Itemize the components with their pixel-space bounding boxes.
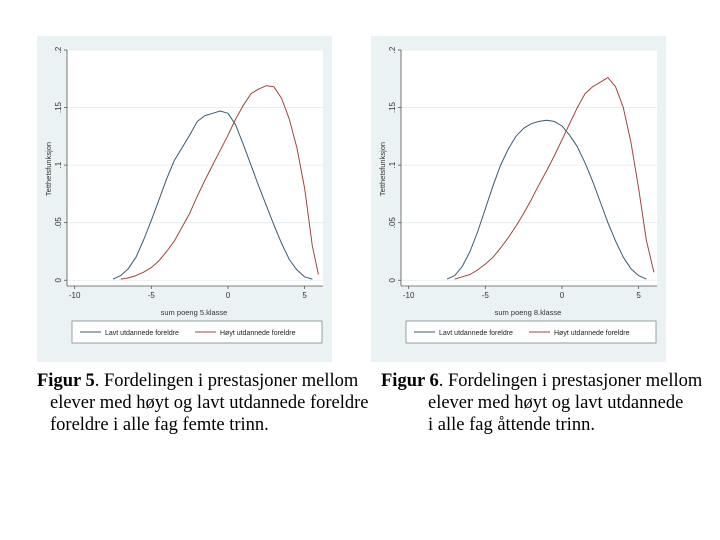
x-tick-label: -5 xyxy=(482,291,490,300)
x-tick-label: 5 xyxy=(636,291,641,300)
series-line-lavt xyxy=(112,110,313,280)
y-tick-label: .1 xyxy=(388,161,397,168)
x-axis-label: sum poeng 5.klasse xyxy=(161,308,228,317)
chart-svg-figur-5: 0 .05 .1 .15 .2 -10 -5 0 5 Tetthetsfunksjon sum … xyxy=(44,46,323,344)
y-tick-label: 0 xyxy=(388,277,397,282)
caption-line-1: Figur 5. Fordelingen i prestasjoner mell… xyxy=(37,370,368,392)
y-tick-label: .1 xyxy=(54,161,63,168)
series-line-hoyt xyxy=(120,85,319,280)
legend-label-high: Høyt utdannede foreldre xyxy=(220,330,296,337)
x-tick-label: 0 xyxy=(226,291,231,300)
caption-text: . Fordelingen i prestasjoner mellom xyxy=(438,371,703,391)
chart-panel-figur-6: 0 .05 .1 .15 .2 -10 -5 0 5 Tetthetsfunksjon sum … xyxy=(371,36,666,362)
x-axis-label: sum poeng 8.klasse xyxy=(495,308,562,317)
series-line-lavt xyxy=(446,119,647,280)
figure-label: Figur 6 xyxy=(381,371,439,391)
y-tick-label: .05 xyxy=(388,217,397,229)
x-tick-label: -5 xyxy=(148,291,156,300)
legend-label-low: Lavt utdannede foreldre xyxy=(439,330,513,337)
y-tick-label: .05 xyxy=(54,217,63,229)
caption-line-3: foreldre i alle fag femte trinn. xyxy=(50,415,269,435)
y-tick-label: .2 xyxy=(54,46,63,53)
x-tick-label: 0 xyxy=(560,291,565,300)
figure-caption-6: Figur 6. Fordelingen i prestasjoner mell… xyxy=(381,370,702,436)
x-tick-label: -10 xyxy=(69,291,81,300)
caption-line-3: i alle fag åttende trinn. xyxy=(428,415,595,435)
figure-caption-5: Figur 5. Fordelingen i prestasjoner mell… xyxy=(37,370,368,436)
y-axis-label: Tetthetsfunksjon xyxy=(44,142,53,196)
caption-line-1: Figur 6. Fordelingen i prestasjoner mell… xyxy=(381,370,702,392)
x-tick-label: 5 xyxy=(302,291,307,300)
legend-label-low: Lavt utdannede foreldre xyxy=(105,330,179,337)
caption-text: . Fordelingen i prestasjoner mellom xyxy=(94,371,359,391)
caption-line-2: elever med høyt og lavt utdannede foreld… xyxy=(50,393,369,413)
plot-background xyxy=(401,50,657,286)
y-tick-label: .15 xyxy=(54,101,63,113)
chart-svg-figur-6: 0 .05 .1 .15 .2 -10 -5 0 5 Tetthetsfunksjon sum … xyxy=(378,46,657,344)
x-tick-label: -10 xyxy=(403,291,415,300)
legend: Lavt utdannede foreldre Høyt utdannede f… xyxy=(405,320,657,344)
plot-background xyxy=(67,50,323,286)
series-line-hoyt xyxy=(454,77,655,280)
figure-label: Figur 5 xyxy=(37,371,95,391)
caption-line-2: elever med høyt og lavt utdannede xyxy=(428,393,684,413)
chart-panel-figur-5: 0 .05 .1 .15 .2 -10 -5 0 5 Tetthetsfunksjon sum … xyxy=(37,36,332,362)
y-axis-label: Tetthetsfunksjon xyxy=(378,142,387,196)
y-tick-label: .2 xyxy=(388,46,397,53)
legend-label-high: Høyt utdannede foreldre xyxy=(554,330,630,337)
y-tick-label: 0 xyxy=(54,277,63,282)
y-tick-label: .15 xyxy=(388,101,397,113)
legend: Lavt utdannede foreldre Høyt utdannede f… xyxy=(71,320,323,344)
